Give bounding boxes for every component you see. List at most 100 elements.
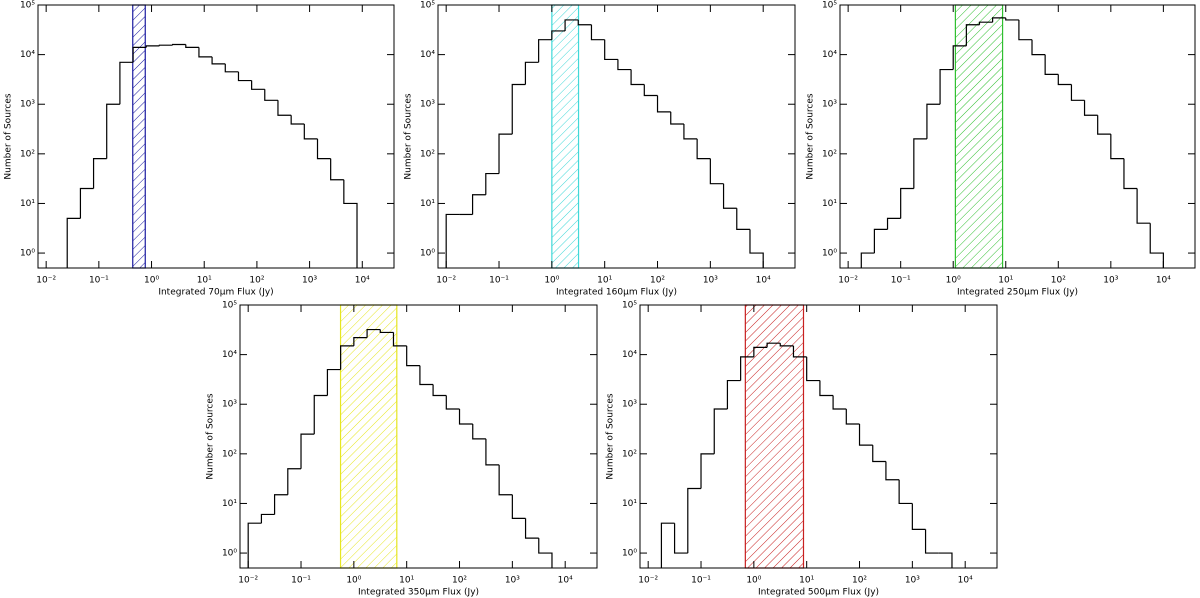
histogram-step [779,343,794,347]
panel: 10⁻² 10⁻¹ 10⁰ 10¹ 10² 10³ 10⁴ 10⁰ 10¹ 10² 10³ 10⁴ 10… [206,301,598,598]
histogram-step [511,83,526,135]
x-tick-label: 10² [249,276,264,286]
histogram-step [939,68,954,105]
y-tick-label: 10² [20,149,35,159]
y-tick-label: 10⁴ [222,350,237,360]
histogram-step [524,61,539,85]
x-tick-label: 10⁻¹ [891,276,911,286]
histogram-step [379,329,394,334]
x-tick-label: 10⁰ [144,276,159,286]
x-tick-label: 10⁻¹ [291,576,311,586]
panel: 10⁻² 10⁻¹ 10⁰ 10¹ 10² 10³ 10⁴ 10⁰ 10¹ 10² 10³ 10⁴ 10… [404,1,796,298]
x-tick-label: 10⁻² [36,276,56,286]
x-tick-label: 10² [650,276,665,286]
histogram-step [538,39,552,63]
histogram-step [1070,84,1085,101]
histogram-step [992,17,1006,23]
histogram-step [643,84,658,97]
histogram-step [471,194,486,215]
histogram-step [158,44,173,46]
x-axis-label: Integrated 500μm Flux (Jy) [758,588,879,598]
histogram-step [211,56,226,65]
y-tick-label: 10³ [622,400,637,410]
histogram-step [343,179,358,268]
y-tick-label: 10¹ [222,499,237,509]
histogram-step [132,46,147,63]
histogram-step [498,133,513,174]
histogram-step [277,100,292,116]
histogram-step [722,183,737,209]
histogram-step [926,103,941,139]
histogram-step [340,345,354,370]
y-tick-label: 10¹ [822,199,837,209]
x-tick-label: 10³ [1103,276,1118,286]
histogram-step [264,89,278,101]
histogram-step [1097,115,1111,135]
histogram-step [92,158,107,189]
histogram-step [303,123,318,140]
y-tick-label: 10⁴ [420,50,435,60]
histogram-step [538,538,553,568]
x-axis-label: Integrated 70μm Flux (Jy) [158,288,273,298]
plot-frame [239,304,598,569]
y-axis-label: Number of Sources [606,393,616,479]
histogram-step [753,346,768,357]
x-tick-label: 10⁻¹ [89,276,109,286]
x-axis-label: Integrated 160μm Flux (Jy) [556,288,677,298]
y-tick-label: 10⁰ [222,549,237,559]
histogram-step [106,103,120,159]
histogram-step [660,522,675,568]
histogram-step [590,24,605,41]
histogram-step [898,479,913,505]
histogram-step [1005,17,1019,21]
x-tick-label: 10⁻² [238,576,258,586]
x-tick-label: 10⁴ [558,576,573,586]
y-tick-label: 10³ [222,400,237,410]
histogram-step [1110,134,1124,160]
histogram-step [952,45,967,70]
x-tick-label: 10⁴ [756,276,771,286]
y-tick-label: 10¹ [622,499,637,509]
y-axis-label: Number of Sources [4,93,14,179]
histogram-step [577,19,592,26]
histogram-step [886,217,901,230]
y-tick-label: 10² [222,449,237,459]
histogram-step [1149,223,1164,268]
y-tick-label: 10⁰ [420,249,435,259]
x-tick-label: 10⁴ [355,276,370,286]
plot-frame [437,4,796,269]
histogram-step [260,513,275,524]
x-axis-label: Integrated 250μm Flux (Jy) [957,288,1078,298]
x-tick-label: 10⁻² [838,276,858,286]
histogram-step [670,111,684,125]
histogram-step [445,213,460,268]
histogram-step [792,345,807,358]
x-tick-label: 10⁰ [346,576,361,586]
histogram-step [1018,19,1033,41]
x-axis-label: Integrated 350μm Flux (Jy) [358,588,479,598]
histogram-step [700,453,715,489]
histogram-step [683,123,698,140]
histogram-step [604,39,618,61]
histogram-step [485,438,500,466]
y-tick-label: 10⁵ [20,1,35,11]
x-tick-label: 10⁻² [436,276,456,286]
histogram-step [1083,100,1098,116]
histogram-step [978,21,993,25]
y-tick-label: 10³ [420,100,435,110]
histogram-step [498,464,513,496]
histogram-step [145,45,160,48]
y-tick-label: 10³ [20,100,35,110]
histogram-step [885,461,900,481]
band [339,304,398,569]
x-tick-label: 10⁴ [958,576,973,586]
histogram-step [1031,39,1046,56]
histogram-step [171,43,186,46]
plot-frame [37,4,395,269]
histogram-step [185,44,199,48]
x-tick-label: 10⁻¹ [691,576,711,586]
y-tick-label: 10⁰ [622,549,637,559]
x-tick-label: 10² [452,576,467,586]
y-tick-label: 10² [622,449,637,459]
